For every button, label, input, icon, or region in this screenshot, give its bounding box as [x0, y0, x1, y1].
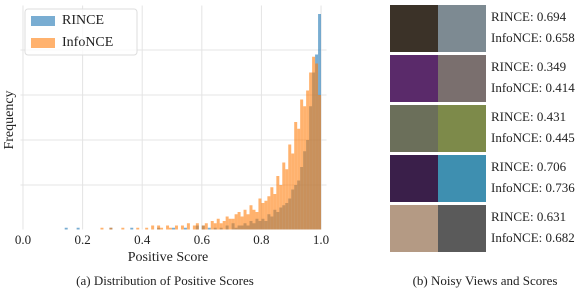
bar: [228, 218, 232, 230]
bar: [273, 194, 277, 230]
bar: [100, 227, 104, 230]
y-axis-label: Frequency: [2, 90, 17, 149]
score-text: InfoNCE: 0.658: [491, 30, 575, 45]
legend-swatch: [31, 16, 55, 26]
legend-label: RINCE: [62, 13, 104, 28]
bar: [169, 227, 173, 230]
bar: [222, 221, 226, 230]
legend-label: InfoNCE: [62, 35, 113, 50]
bar: [219, 223, 223, 230]
bar: [255, 212, 259, 230]
bar: [309, 72, 313, 230]
bar: [183, 227, 187, 230]
bar: [294, 122, 298, 230]
bar: [216, 218, 220, 230]
bar: [231, 218, 235, 230]
bar: [261, 203, 265, 230]
bar: [166, 225, 170, 230]
bar: [180, 225, 184, 230]
bar: [210, 221, 214, 230]
score-text: RINCE: 0.694: [491, 9, 567, 24]
score-text: InfoNCE: 0.682: [491, 230, 575, 245]
bar: [306, 90, 310, 230]
bar: [285, 169, 289, 230]
x-tick-label: 0.2: [74, 232, 90, 247]
bar: [109, 227, 113, 230]
bar: [258, 198, 262, 230]
bar: [186, 223, 190, 230]
bar: [270, 187, 274, 230]
bar: [234, 214, 238, 230]
bar: [249, 205, 253, 230]
bar: [276, 176, 280, 230]
bar: [318, 95, 322, 230]
x-tick-label: 0.8: [253, 232, 269, 247]
x-axis-label: Positive Score: [128, 250, 209, 265]
bar: [195, 223, 199, 230]
bar: [243, 209, 247, 230]
bar: [174, 225, 178, 230]
score-text: RINCE: 0.431: [491, 109, 566, 124]
x-tick-label: 0.4: [134, 232, 151, 247]
bar: [145, 227, 149, 230]
bar: [288, 144, 292, 230]
caption: (b) Noisy Views and Scores: [413, 273, 558, 288]
caption: (a) Distribution of Positive Scores: [76, 273, 254, 288]
score-text: RINCE: 0.631: [491, 209, 566, 224]
bar: [279, 185, 283, 230]
score-text: InfoNCE: 0.445: [491, 130, 575, 145]
bar: [300, 99, 304, 230]
bar: [267, 196, 271, 230]
bar: [160, 227, 164, 230]
bar: [303, 106, 307, 230]
bar: [207, 227, 211, 230]
bar: [246, 214, 250, 230]
bar: [252, 209, 256, 230]
score-text: RINCE: 0.349: [491, 59, 566, 74]
bar: [315, 63, 319, 230]
thumbnails: [390, 5, 486, 252]
bar: [172, 227, 175, 230]
x-tick-label: 1.0: [313, 232, 329, 247]
bar: [264, 200, 268, 230]
bar: [76, 227, 80, 230]
bar: [157, 225, 161, 230]
bar: [297, 128, 301, 230]
x-tick-label: 0.0: [15, 232, 31, 247]
plot-frame: [19, 4, 328, 231]
score-text: InfoNCE: 0.414: [491, 80, 575, 95]
bar: [204, 223, 208, 230]
bar: [151, 225, 155, 230]
bar: [237, 212, 241, 230]
bar: [213, 223, 217, 230]
bar: [225, 216, 229, 230]
bar: [312, 56, 316, 230]
score-text: InfoNCE: 0.736: [491, 180, 575, 195]
bar: [282, 162, 286, 230]
bar: [240, 216, 244, 230]
bar: [136, 227, 140, 230]
bar: [121, 227, 125, 230]
bar: [130, 227, 134, 230]
x-tick-label: 0.6: [194, 232, 211, 247]
legend-swatch: [31, 38, 55, 48]
bar: [64, 227, 68, 230]
bar: [291, 153, 295, 230]
score-text: RINCE: 0.706: [491, 159, 567, 174]
bar: [201, 225, 205, 230]
bar: [192, 225, 196, 230]
